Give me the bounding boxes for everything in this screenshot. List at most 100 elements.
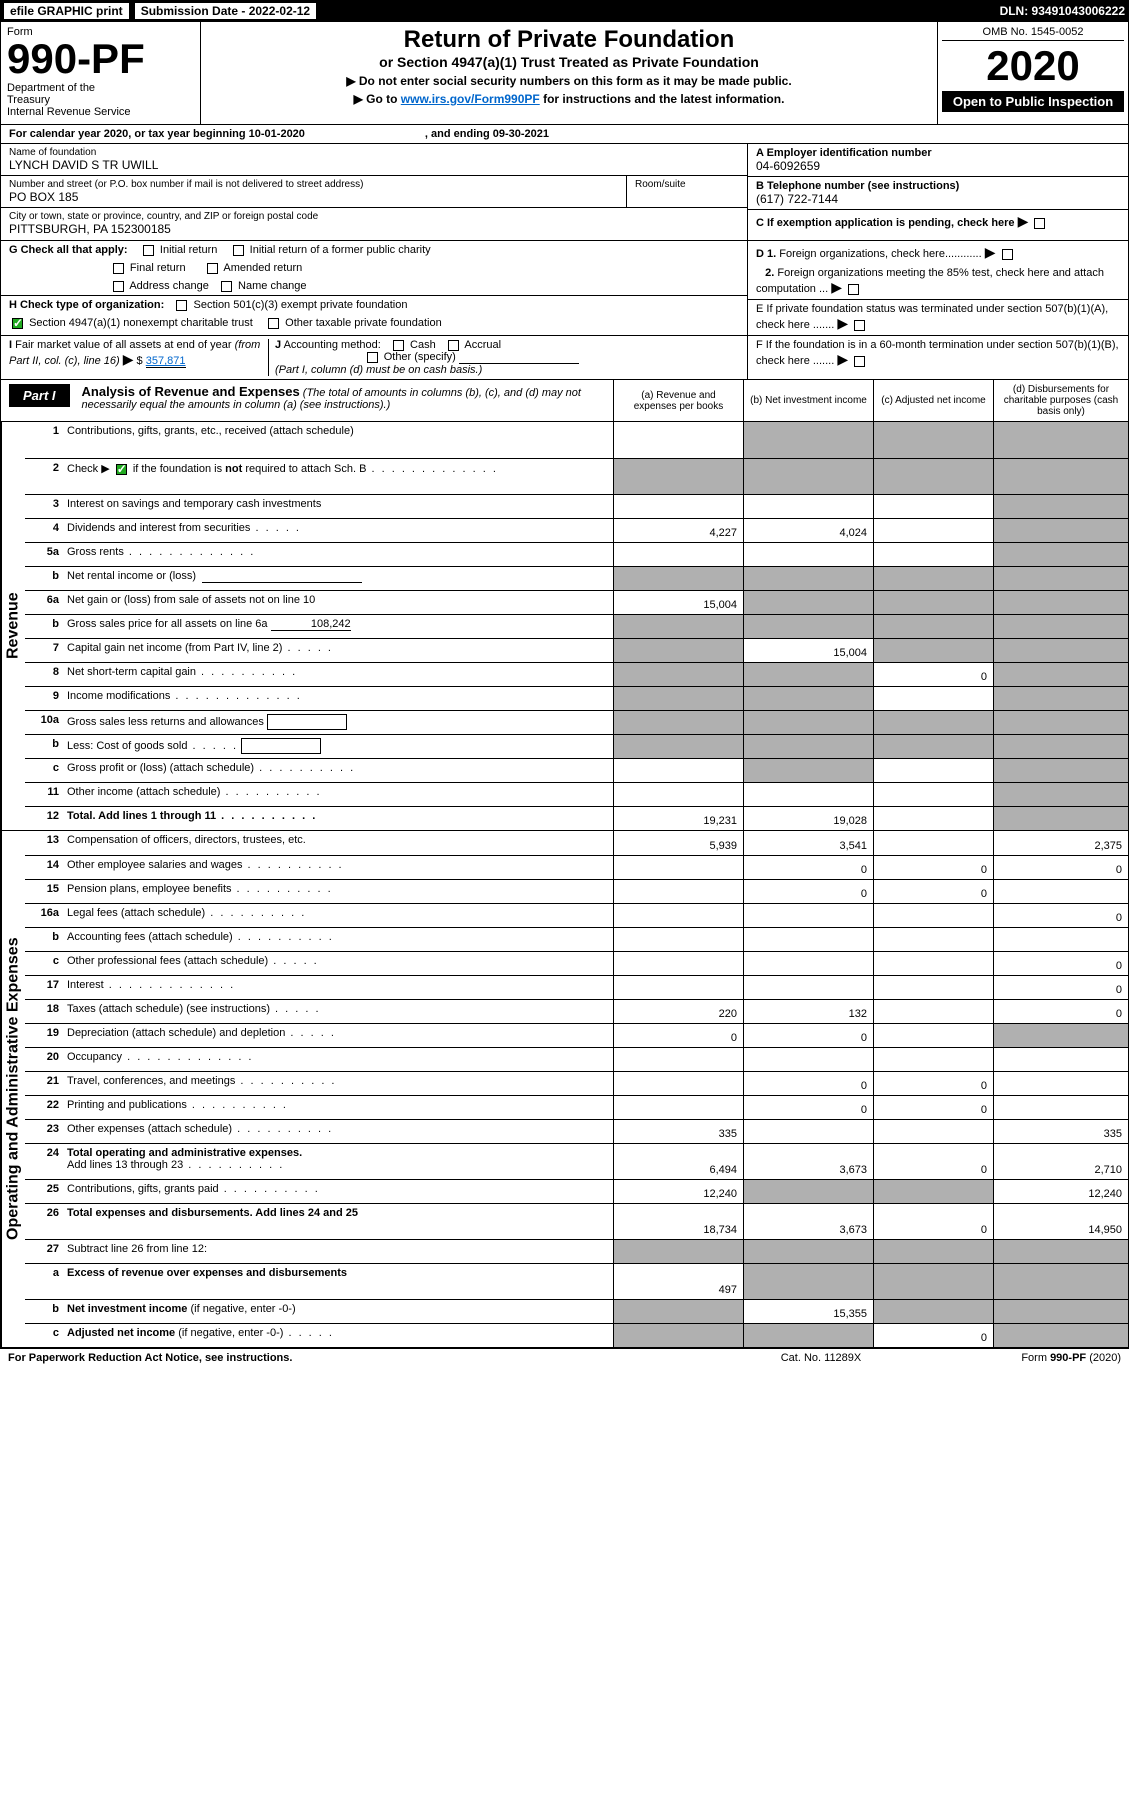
- footer: For Paperwork Reduction Act Notice, see …: [0, 1348, 1129, 1367]
- line-27: 27 Subtract line 26 from line 12:: [25, 1239, 1128, 1263]
- expenses-section: Operating and Administrative Expenses 13…: [0, 831, 1129, 1348]
- omb-number: OMB No. 1545-0052: [942, 24, 1124, 41]
- line-14: 14 Other employee salaries and wages 000: [25, 855, 1128, 879]
- line-18: 18 Taxes (attach schedule) (see instruct…: [25, 999, 1128, 1023]
- city-state-zip: PITTSBURGH, PA 152300185: [9, 222, 739, 236]
- e-row: E If private foundation status was termi…: [748, 300, 1128, 335]
- i-cell: I Fair market value of all assets at end…: [9, 339, 269, 376]
- line-2: 2 Check ▶ if the foundation is not requi…: [25, 458, 1128, 494]
- line-26: 26 Total expenses and disbursements. Add…: [25, 1203, 1128, 1239]
- col-d-header: (d) Disbursements for charitable purpose…: [993, 380, 1128, 421]
- line-27c: c Adjusted net income (if negative, ente…: [25, 1323, 1128, 1347]
- line-24: 24 Total operating and administrative ex…: [25, 1143, 1128, 1179]
- col-a-header: (a) Revenue and expenses per books: [613, 380, 743, 421]
- line-6b: b Gross sales price for all assets on li…: [25, 614, 1128, 638]
- efile-badge: efile GRAPHIC print: [4, 3, 129, 19]
- line-6a: 6a Net gain or (loss) from sale of asset…: [25, 590, 1128, 614]
- initial-return-former-checkbox[interactable]: [233, 245, 244, 256]
- header-mid: Return of Private Foundation or Section …: [201, 22, 938, 124]
- j-cell: J Accounting method: Cash Accrual Other …: [269, 339, 739, 376]
- line-16c: c Other professional fees (attach schedu…: [25, 951, 1128, 975]
- line-25: 25 Contributions, gifts, grants paid 12,…: [25, 1179, 1128, 1203]
- d1-row: D 1. Foreign organizations, check here..…: [748, 241, 1128, 264]
- line-27b: b Net investment income (if negative, en…: [25, 1299, 1128, 1323]
- revenue-vlabel: Revenue: [1, 422, 25, 830]
- open-inspection: Open to Public Inspection: [942, 91, 1124, 112]
- line-16a: 16a Legal fees (attach schedule) 0: [25, 903, 1128, 927]
- phone-value: (617) 722-7144: [756, 192, 1120, 206]
- foundation-name: LYNCH DAVID S TR UWILL: [9, 158, 739, 172]
- ein-value: 04-6092659: [756, 159, 1120, 173]
- 4947a1-checkbox[interactable]: [12, 318, 23, 329]
- cash-checkbox[interactable]: [393, 340, 404, 351]
- expenses-vlabel: Operating and Administrative Expenses: [1, 831, 25, 1347]
- calendar-year-row: For calendar year 2020, or tax year begi…: [0, 125, 1129, 144]
- line-22: 22 Printing and publications 00: [25, 1095, 1128, 1119]
- form-subtitle: or Section 4947(a)(1) Trust Treated as P…: [209, 54, 929, 70]
- dln: DLN: 93491043006222: [1000, 4, 1125, 18]
- line-10c: c Gross profit or (loss) (attach schedul…: [25, 758, 1128, 782]
- fmv-link[interactable]: 357,871: [146, 355, 186, 368]
- part1-header: Part I Analysis of Revenue and Expenses …: [0, 380, 1129, 422]
- form-note2: ▶ Go to www.irs.gov/Form990PF for instru…: [209, 92, 929, 106]
- exemption-checkbox[interactable]: [1034, 218, 1045, 229]
- line-8: 8 Net short-term capital gain 0: [25, 662, 1128, 686]
- line-12: 12 Total. Add lines 1 through 11 19,2311…: [25, 806, 1128, 830]
- check-block: G Check all that apply: Initial return I…: [0, 241, 1129, 336]
- other-method-checkbox[interactable]: [367, 352, 378, 363]
- line-17: 17 Interest 0: [25, 975, 1128, 999]
- line-11: 11 Other income (attach schedule): [25, 782, 1128, 806]
- part1-tag: Part I: [9, 384, 70, 407]
- form-title: Return of Private Foundation: [209, 26, 929, 54]
- top-bar: efile GRAPHIC print Submission Date - 20…: [0, 0, 1129, 22]
- dept-text: Department of theTreasuryInternal Revenu…: [7, 82, 194, 118]
- initial-return-checkbox[interactable]: [143, 245, 154, 256]
- submission-date: Submission Date - 2022-02-12: [135, 3, 316, 19]
- ijf-row: I Fair market value of all assets at end…: [0, 336, 1129, 380]
- line-9: 9 Income modifications: [25, 686, 1128, 710]
- tax-year: 2020: [942, 41, 1124, 91]
- 501c3-checkbox[interactable]: [176, 300, 187, 311]
- 60month-checkbox[interactable]: [854, 356, 865, 367]
- 85pct-checkbox[interactable]: [848, 284, 859, 295]
- city-cell: City or town, state or province, country…: [1, 208, 747, 239]
- final-return-checkbox[interactable]: [113, 263, 124, 274]
- header-left: Form 990-PF Department of theTreasuryInt…: [1, 22, 201, 124]
- foreign-org-checkbox[interactable]: [1002, 249, 1013, 260]
- line-7: 7 Capital gain net income (from Part IV,…: [25, 638, 1128, 662]
- line-5a: 5a Gross rents: [25, 542, 1128, 566]
- g-row: G Check all that apply: Initial return I…: [1, 241, 747, 259]
- line-23: 23 Other expenses (attach schedule) 3353…: [25, 1119, 1128, 1143]
- street-address: PO BOX 185: [9, 190, 618, 204]
- paperwork-notice: For Paperwork Reduction Act Notice, see …: [8, 1352, 721, 1364]
- amended-return-checkbox[interactable]: [207, 263, 218, 274]
- other-taxable-checkbox[interactable]: [268, 318, 279, 329]
- accrual-checkbox[interactable]: [448, 340, 459, 351]
- f-cell: F If the foundation is in a 60-month ter…: [748, 336, 1128, 379]
- room-suite-label: Room/suite: [627, 176, 747, 207]
- form990pf-link[interactable]: www.irs.gov/Form990PF: [401, 92, 540, 106]
- exemption-pending-cell: C If exemption application is pending, c…: [748, 210, 1128, 240]
- column-headers: (a) Revenue and expenses per books (b) N…: [613, 380, 1128, 421]
- form-note1: ▶ Do not enter social security numbers o…: [209, 74, 929, 88]
- col-c-header: (c) Adjusted net income: [873, 380, 993, 421]
- h-row: H Check type of organization: Section 50…: [1, 296, 747, 314]
- foundation-name-cell: Name of foundation LYNCH DAVID S TR UWIL…: [1, 144, 747, 176]
- line-5b: b Net rental income or (loss): [25, 566, 1128, 590]
- terminated-checkbox[interactable]: [854, 320, 865, 331]
- address-change-checkbox[interactable]: [113, 281, 124, 292]
- revenue-section: Revenue 1 Contributions, gifts, grants, …: [0, 422, 1129, 831]
- ein-cell: A Employer identification number 04-6092…: [748, 144, 1128, 177]
- line-13: 13 Compensation of officers, directors, …: [25, 831, 1128, 855]
- schb-checkbox[interactable]: [116, 464, 127, 475]
- line-16b: b Accounting fees (attach schedule): [25, 927, 1128, 951]
- line-21: 21 Travel, conferences, and meetings 00: [25, 1071, 1128, 1095]
- name-change-checkbox[interactable]: [221, 281, 232, 292]
- line-20: 20 Occupancy: [25, 1047, 1128, 1071]
- info-block: Name of foundation LYNCH DAVID S TR UWIL…: [0, 144, 1129, 241]
- d2-row: 2. Foreign organizations meeting the 85%…: [748, 264, 1128, 300]
- address-cell: Number and street (or P.O. box number if…: [1, 176, 747, 208]
- line-4: 4 Dividends and interest from securities…: [25, 518, 1128, 542]
- line-19: 19 Depreciation (attach schedule) and de…: [25, 1023, 1128, 1047]
- line-27a: a Excess of revenue over expenses and di…: [25, 1263, 1128, 1299]
